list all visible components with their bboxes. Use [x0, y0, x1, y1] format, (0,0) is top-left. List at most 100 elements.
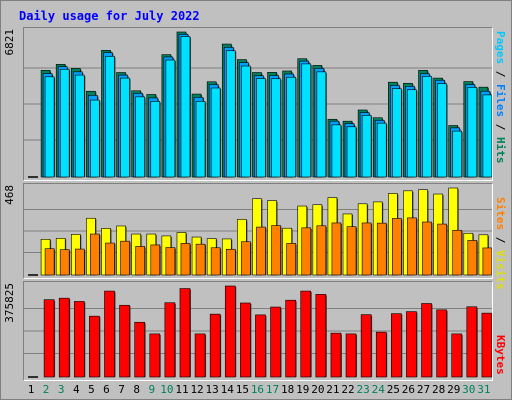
sites-bar-day-23 — [361, 222, 372, 276]
kbytes-bar-day-17 — [270, 306, 281, 378]
kbytes-bar-day-30 — [466, 306, 478, 378]
pages-bar-day-13 — [210, 87, 221, 178]
kbytes-bar-day-11 — [179, 288, 191, 378]
pages-bar-day-29 — [452, 130, 463, 178]
sites-bar-day-14 — [225, 248, 236, 276]
kbytes-bar-day-9 — [149, 333, 161, 378]
x-tick-day-1: 1 — [27, 383, 35, 396]
pages-bar-day-5 — [90, 99, 100, 178]
pages-bar-day-30 — [467, 87, 478, 178]
sites-bar-day-13 — [210, 247, 221, 276]
ymax-visits-label: 468 — [3, 185, 16, 205]
x-tick-day-12: 12 — [190, 383, 204, 396]
x-tick-day-2: 2 — [42, 383, 50, 396]
x-tick-day-13: 13 — [205, 383, 219, 396]
x-tick-day-15: 15 — [235, 383, 249, 396]
kbytes-bar-day-18 — [285, 299, 296, 378]
sites-bar-day-10 — [165, 247, 176, 276]
hits-files-pages-panel — [23, 27, 493, 181]
pages-bar-day-4 — [74, 74, 85, 178]
sites-bar-day-24 — [376, 222, 387, 276]
sites-bar-day-4 — [74, 248, 85, 276]
kbytes-bar-day-31 — [481, 312, 492, 378]
pages-bar-day-21 — [331, 124, 342, 178]
sites-bar-day-9 — [150, 244, 161, 276]
x-tick-day-10: 10 — [160, 383, 174, 396]
sites-bar-day-15 — [241, 241, 251, 276]
kbytes-bar-day-8 — [134, 321, 145, 378]
sites-bar-day-28 — [437, 223, 447, 276]
sites-bar-day-18 — [286, 243, 296, 276]
pages-bar-day-3 — [59, 68, 70, 178]
sites-bar-day-8 — [135, 246, 145, 276]
kbytes-panel — [23, 281, 493, 381]
x-tick-day-31: 31 — [477, 383, 491, 396]
x-axis: 1 2 3 4 5 6 7 8 9 10 11 12 13 14 15 16 17 18 19 20 21 22 23 24 2… — [23, 383, 491, 397]
legend-sep-2: / — [494, 117, 507, 137]
pages-bar-day-7 — [120, 77, 130, 178]
kbytes-bar-day-16 — [255, 314, 266, 378]
x-tick-day-9: 9 — [148, 383, 156, 396]
sites-bar-day-7 — [120, 240, 130, 276]
kbytes-bar-day-14 — [224, 285, 236, 378]
visits-sites-plot — [24, 187, 492, 276]
sites-bar-day-22 — [346, 226, 357, 276]
kbytes-bar-day-26 — [406, 311, 417, 378]
x-tick-day-18: 18 — [281, 383, 295, 396]
kbytes-bar-day-7 — [119, 304, 130, 378]
pages-bar-day-2 — [44, 76, 55, 178]
x-tick-day-29: 29 — [447, 383, 461, 396]
kbytes-bar-day-28 — [436, 309, 447, 378]
pages-bar-day-10 — [165, 59, 176, 178]
kbytes-bar-day-25 — [391, 313, 402, 378]
kbytes-bar-day-29 — [451, 333, 463, 378]
pages-bar-day-18 — [286, 76, 296, 178]
sites-bar-day-6 — [105, 242, 115, 276]
pages-bar-day-28 — [437, 83, 447, 178]
pages-bar-day-23 — [361, 115, 372, 178]
pages-bar-day-11 — [180, 36, 191, 178]
pages-bar-day-19 — [301, 63, 312, 178]
ymax-kbytes-label: 375825 — [3, 283, 16, 323]
kbytes-bar-day-4 — [73, 301, 85, 378]
ymax-hits-label: 6821 — [3, 29, 16, 56]
kbytes-bar-day-19 — [300, 290, 312, 378]
x-tick-day-19: 19 — [296, 383, 310, 396]
sites-bar-day-27 — [422, 221, 432, 276]
pages-bar-day-26 — [407, 89, 417, 178]
x-tick-day-7: 7 — [118, 383, 125, 396]
x-tick-day-26: 26 — [401, 383, 416, 396]
legend-files: Files — [494, 84, 507, 118]
kbytes-bar-day-12 — [194, 333, 206, 378]
pages-bar-day-9 — [150, 101, 161, 178]
x-tick-day-21: 21 — [326, 383, 340, 396]
sites-bar-day-12 — [195, 243, 206, 276]
sites-bar-day-20 — [316, 225, 327, 276]
x-tick-day-5: 5 — [88, 383, 95, 396]
legend-kbytes-text: KBytes — [494, 335, 507, 375]
legend-sites: Sites — [494, 197, 507, 231]
x-tick-day-24: 24 — [371, 383, 385, 396]
pages-bar-day-31 — [482, 94, 492, 178]
x-tick-day-3: 3 — [57, 383, 65, 396]
sites-bar-day-25 — [392, 218, 402, 276]
kbytes-bar-day-10 — [164, 302, 176, 378]
x-tick-day-23: 23 — [356, 383, 370, 396]
pages-bar-day-6 — [105, 56, 115, 178]
pages-bar-day-12 — [195, 101, 206, 178]
kbytes-bar-day-6 — [104, 290, 115, 378]
sites-bar-day-30 — [467, 240, 478, 276]
legend-pages-files-hits: Pages / Files / Hits — [494, 31, 507, 164]
sites-bar-day-21 — [331, 222, 342, 276]
x-tick-day-4: 4 — [72, 383, 80, 396]
legend-visits: Visits — [494, 250, 507, 290]
legend-kbytes: KBytes — [494, 335, 507, 375]
kbytes-bar-day-3 — [58, 297, 70, 378]
x-tick-day-28: 28 — [431, 383, 446, 396]
x-tick-day-17: 17 — [265, 383, 280, 396]
pages-bar-day-17 — [271, 78, 281, 178]
chart-title: Daily usage for July 2022 — [19, 9, 200, 23]
kbytes-bar-day-15 — [240, 302, 251, 378]
kbytes-bar-day-5 — [89, 315, 100, 378]
x-tick-day-25: 25 — [386, 383, 400, 396]
